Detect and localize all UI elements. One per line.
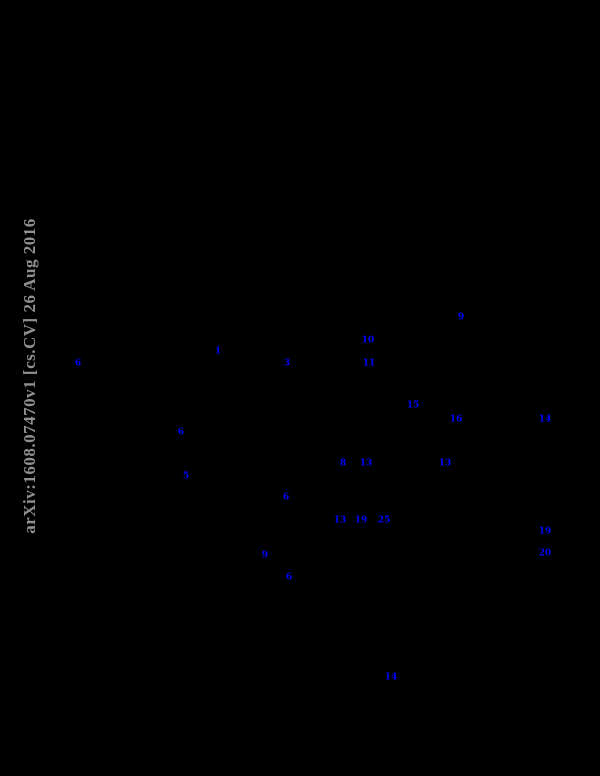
citation-link[interactable]: 16: [449, 414, 463, 425]
citation-link[interactable]: 15: [406, 400, 420, 411]
citation-link[interactable]: 14: [538, 414, 552, 425]
citation-link[interactable]: 19: [538, 526, 552, 537]
citation-link[interactable]: 8: [339, 458, 347, 469]
citation-link[interactable]: 13: [438, 458, 452, 469]
citation-link[interactable]: 6: [282, 492, 290, 503]
citation-link[interactable]: 3: [283, 358, 291, 369]
citation-link[interactable]: 14: [384, 672, 398, 683]
citation-link[interactable]: 25: [377, 515, 391, 526]
citation-link[interactable]: 19: [354, 515, 368, 526]
citation-link[interactable]: 1: [214, 346, 222, 357]
citation-link[interactable]: 5: [182, 471, 190, 482]
citation-link[interactable]: 6: [285, 572, 293, 583]
citation-link[interactable]: 13: [333, 515, 347, 526]
citation-link[interactable]: 20: [538, 548, 552, 559]
citation-link[interactable]: 13: [359, 458, 373, 469]
citation-link[interactable]: 6: [177, 427, 185, 438]
citation-link[interactable]: 9: [457, 312, 465, 323]
citation-link[interactable]: 11: [362, 358, 376, 369]
citation-link[interactable]: 10: [361, 335, 375, 346]
citation-link[interactable]: 9: [261, 550, 269, 561]
citation-link[interactable]: 6: [74, 358, 82, 369]
